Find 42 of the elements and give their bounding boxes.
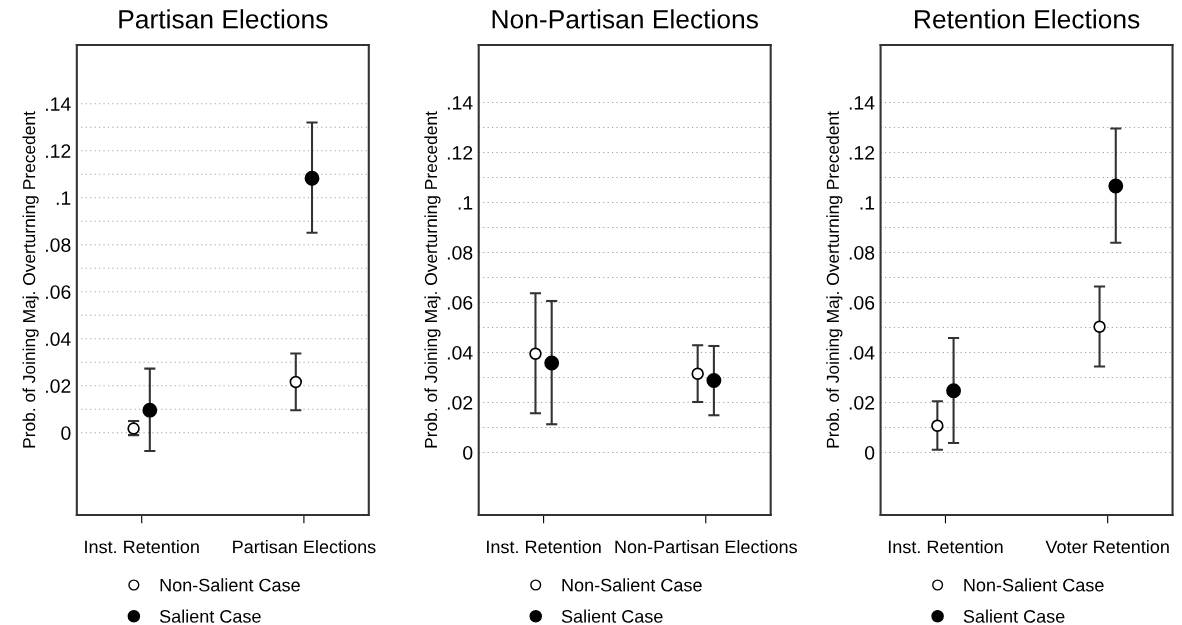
y-tick-label: .06 <box>46 285 71 299</box>
x-tick-label: Inst. Retention <box>85 540 199 554</box>
y-tick-label: .08 <box>447 245 473 260</box>
y-tick-label: .14 <box>849 96 875 110</box>
y-tick-label: .08 <box>46 238 71 252</box>
legend-label: Non-Salient Case <box>562 578 702 592</box>
x-tick-label: Inst. Retention <box>888 540 1003 554</box>
y-tick-label: .02 <box>46 379 71 393</box>
y-axis-title: Prob. of Joining Maj. Overturning Precedent <box>826 111 843 448</box>
legend-label: Salient Case <box>561 609 663 623</box>
y-tick-label: .12 <box>447 145 473 160</box>
y-tick-label: .1 <box>56 191 71 205</box>
y-tick-label: 0 <box>864 445 875 460</box>
y-tick-label: .1 <box>860 196 875 210</box>
y-tick-label: .06 <box>849 295 875 310</box>
y-axis-title: Prob. of Joining Maj. Overturning Precedent <box>424 111 441 448</box>
y-tick-label: .06 <box>447 295 473 310</box>
x-tick-label: Non-Partisan Elections <box>615 540 797 554</box>
legend-label: Salient Case <box>159 609 261 623</box>
legend-label: Non-Salient Case <box>964 578 1104 592</box>
legend-label: Salient Case <box>963 609 1065 623</box>
y-tick-label: .08 <box>849 245 875 260</box>
y-tick-label: .04 <box>46 332 71 346</box>
y-tick-label: .04 <box>849 345 875 360</box>
chart-title: Non-Partisan Elections <box>492 9 758 29</box>
y-tick-label: .02 <box>447 395 473 410</box>
y-tick-label: .14 <box>46 97 71 111</box>
x-tick-label: Inst. Retention <box>487 540 601 554</box>
y-tick-label: .02 <box>849 395 875 410</box>
y-tick-label: 0 <box>463 445 473 460</box>
chart-title: Partisan Elections <box>119 9 328 29</box>
x-tick-label: Voter Retention <box>1045 540 1169 554</box>
x-tick-label: Partisan Elections <box>233 540 376 554</box>
y-tick-label: .12 <box>46 144 71 158</box>
legend-label: Non-Salient Case <box>160 578 300 592</box>
y-tick-label: .12 <box>849 145 875 160</box>
y-axis-title: Prob. of Joining Maj. Overturning Precedent <box>22 111 39 448</box>
y-tick-label: 0 <box>61 426 71 440</box>
y-tick-label: .1 <box>458 196 473 210</box>
y-tick-label: .04 <box>447 345 473 360</box>
chart-title: Retention Elections <box>915 9 1140 29</box>
y-tick-label: .14 <box>447 96 473 110</box>
